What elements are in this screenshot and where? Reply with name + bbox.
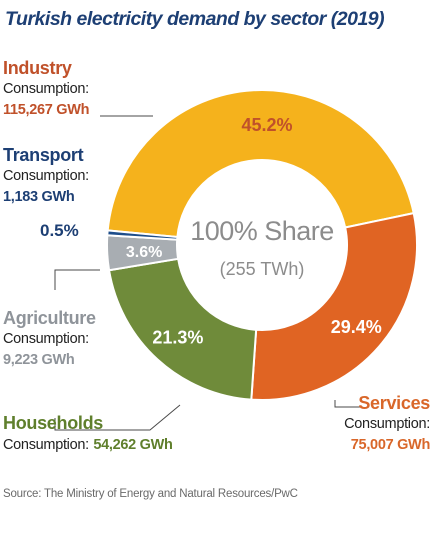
source-note: Source: The Ministry of Energy and Natur… [3, 488, 298, 500]
label-industry-name: Industry [3, 58, 72, 78]
slice-industry [106, 89, 415, 239]
label-transport-name: Transport [3, 145, 84, 165]
center-share-text: 100% Share [190, 216, 334, 246]
label-industry: Industry Consumption: 115,267 GWh [3, 58, 89, 121]
leader-line-households [54, 404, 181, 431]
label-services-consumption-label: Consumption: [344, 416, 430, 432]
percent-label-households: 21.3% [152, 327, 203, 347]
label-transport-percent: 0.5% [40, 221, 79, 240]
label-households: Households Consumption: 54,262 GWh [3, 413, 173, 456]
percent-labels: 45.2% 29.4% 21.3% 3.6% [126, 115, 382, 347]
leader-line-agriculture [54, 269, 100, 290]
label-services: Services Consumption: 75,007 GWh [330, 393, 430, 456]
center-total-text: (255 TWh) [220, 259, 305, 279]
label-services-name: Services [358, 393, 430, 413]
chart-title: Turkish electricity demand by sector (20… [5, 8, 385, 30]
percent-label-services: 29.4% [331, 317, 382, 337]
label-agriculture: Agriculture Consumption: 9,223 GWh [3, 308, 96, 371]
label-industry-consumption-label: Consumption: [3, 81, 89, 97]
donut-slices [106, 89, 418, 401]
label-agriculture-consumption-label: Consumption: [3, 331, 89, 347]
slice-transport [106, 229, 179, 241]
leader-line-services [334, 400, 363, 408]
label-households-name: Households [3, 413, 104, 433]
slice-households [107, 257, 258, 401]
percent-label-industry: 45.2% [241, 115, 292, 135]
label-households-consumption-value: 54,262 GWh [93, 437, 173, 453]
label-households-consumption-label: Consumption: [3, 437, 89, 453]
label-industry-consumption-value: 115,267 GWh [3, 102, 90, 118]
label-agriculture-consumption-value: 9,223 GWh [3, 352, 75, 368]
percent-label-agriculture: 3.6% [126, 244, 162, 261]
slice-services [250, 211, 418, 401]
leader-lines [54, 115, 363, 431]
label-agriculture-name: Agriculture [3, 308, 96, 328]
label-transport: Transport Consumption: 1,183 GWh [3, 145, 89, 208]
label-transport-consumption-label: Consumption: [3, 168, 89, 184]
label-services-consumption-value: 75,007 GWh [350, 437, 431, 453]
label-transport-consumption-value: 1,183 GWh [3, 189, 75, 205]
